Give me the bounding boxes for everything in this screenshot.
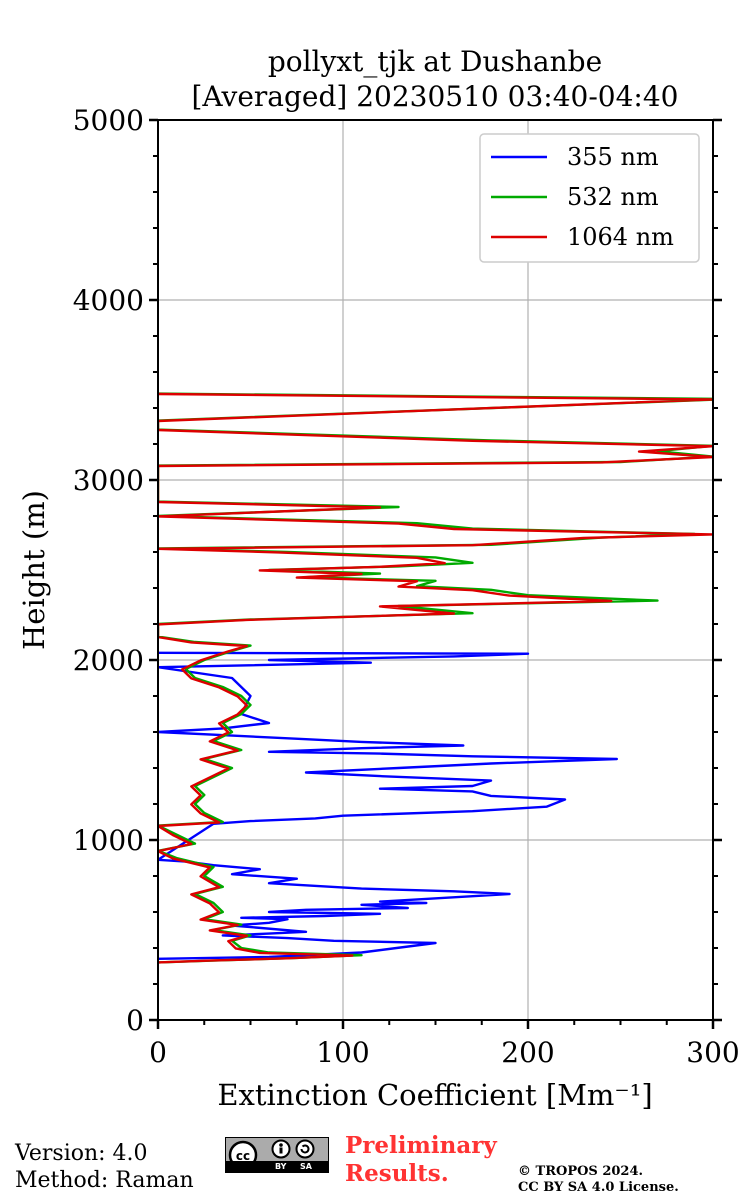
y-tick-label: 3000 <box>73 464 144 497</box>
preliminary-line2: Results. <box>345 1160 449 1187</box>
version-label: Version: 4.0 <box>15 1141 148 1166</box>
cc-sa-text: SA <box>300 1162 312 1171</box>
copyright-line2: CC BY SA 4.0 License. <box>518 1180 679 1195</box>
grid-lines <box>158 120 713 1020</box>
series-line-1 <box>158 392 713 964</box>
preliminary-results-notice: Preliminary Results. <box>345 1132 497 1188</box>
y-tick-label: 0 <box>126 1004 144 1037</box>
x-tick-label: 100 <box>316 1036 369 1069</box>
x-tick-label: 300 <box>686 1036 739 1069</box>
x-axis-label: Extinction Coefficient [Mm⁻¹] <box>217 1078 652 1112</box>
series-line-0 <box>158 651 618 960</box>
copyright-notice: © TROPOS 2024. CC BY SA 4.0 License. <box>518 1164 679 1196</box>
tick-labels: 0 1000 2000 3000 4000 5000 0 100 200 300 <box>73 104 740 1069</box>
method-label: Method: Raman <box>15 1168 194 1193</box>
cc-by-text: BY <box>275 1162 287 1171</box>
y-axis-label: Height (m) <box>17 490 51 650</box>
legend-label-0: 355 nm <box>567 143 659 171</box>
by-attribution-icon <box>279 1143 283 1147</box>
legend: 355 nm 532 nm 1064 nm <box>479 133 700 263</box>
copyright-line1: © TROPOS 2024. <box>518 1164 644 1179</box>
preliminary-line1: Preliminary <box>345 1132 497 1159</box>
x-tick-label: 200 <box>501 1036 554 1069</box>
chart-title-line2: [Averaged] 20230510 03:40-04:40 <box>192 80 679 113</box>
version-info: Version: 4.0 Method: Raman <box>15 1140 194 1194</box>
y-tick-label: 2000 <box>73 644 144 677</box>
x-tick-label: 0 <box>149 1036 167 1069</box>
legend-box <box>479 133 700 263</box>
data-series <box>158 392 713 964</box>
y-tick-label: 1000 <box>73 824 144 857</box>
share-alike-icon <box>295 1139 315 1159</box>
y-tick-label: 5000 <box>73 104 144 137</box>
cc-by-sa-logo: cc BY SA <box>225 1137 329 1173</box>
chart-title-line1: pollyxt_tjk at Dushanbe <box>268 45 602 78</box>
y-tick-label: 4000 <box>73 284 144 317</box>
cc-icon: cc <box>236 1149 250 1163</box>
series-line-2 <box>158 392 713 964</box>
legend-label-2: 1064 nm <box>567 223 674 251</box>
tick-marks <box>149 118 722 1029</box>
legend-label-1: 532 nm <box>567 183 659 211</box>
